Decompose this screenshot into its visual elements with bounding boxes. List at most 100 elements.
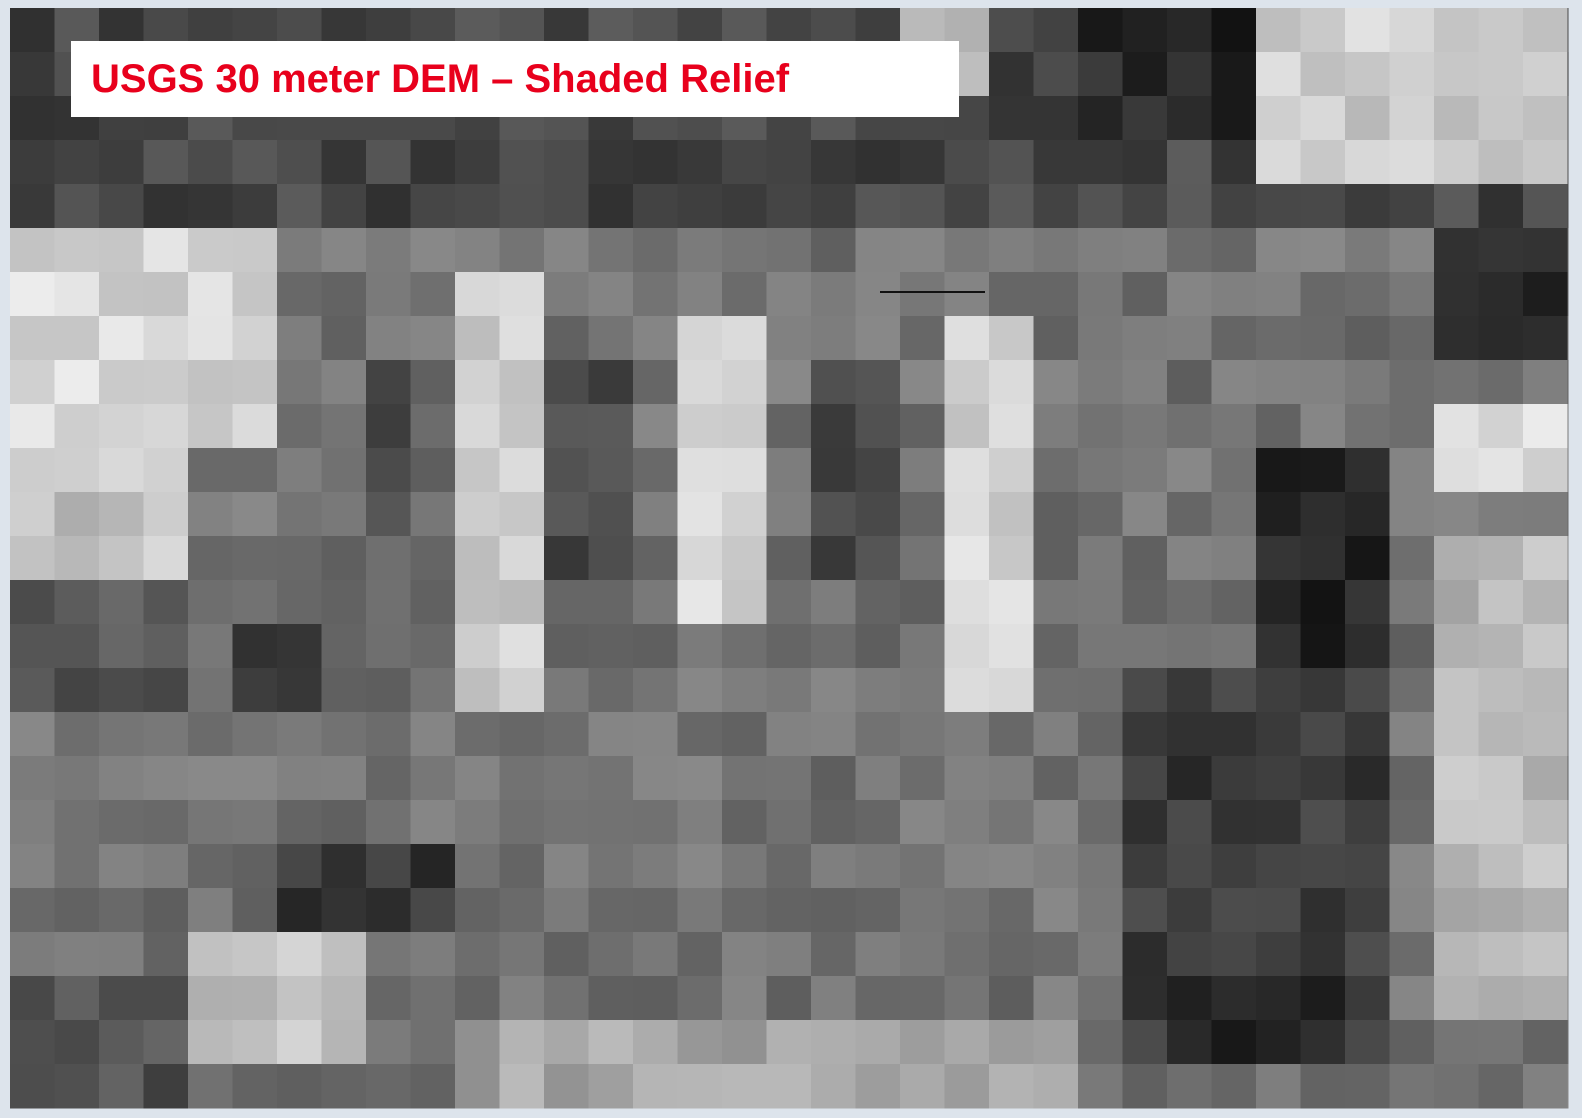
relief-cell (232, 404, 278, 449)
relief-cell (54, 756, 100, 801)
relief-cell (944, 448, 990, 493)
relief-cell (499, 360, 545, 405)
relief-cell (455, 360, 500, 405)
relief-cell (722, 712, 767, 757)
relief-cell (1211, 668, 1257, 713)
relief-cell (277, 712, 322, 757)
relief-cell (1033, 272, 1079, 317)
relief-cell (1078, 184, 1123, 229)
relief-cell (366, 932, 411, 977)
relief-cell (1478, 316, 1524, 361)
relief-cell (544, 756, 589, 801)
relief-cell (588, 976, 634, 1021)
relief-cell (1300, 184, 1346, 229)
relief-cell (989, 580, 1034, 625)
relief-cell (321, 448, 367, 493)
relief-cell (366, 800, 411, 845)
relief-cell (588, 712, 634, 757)
relief-cell (1078, 492, 1123, 537)
relief-cell (321, 184, 367, 229)
relief-cell (633, 976, 678, 1021)
relief-cell (321, 580, 367, 625)
relief-cell (188, 712, 233, 757)
relief-cell (900, 140, 945, 185)
relief-cell (54, 492, 100, 537)
relief-cell (811, 228, 856, 273)
relief-cell (10, 404, 55, 449)
relief-cell (1478, 712, 1524, 757)
relief-cell (232, 844, 278, 889)
relief-cell (1345, 272, 1390, 317)
relief-cell (1434, 184, 1479, 229)
relief-cell (1211, 1064, 1257, 1109)
relief-cell (1122, 96, 1168, 141)
relief-cell (677, 1064, 723, 1109)
relief-cell (900, 536, 945, 581)
relief-cell (722, 184, 767, 229)
relief-cell (1567, 8, 1569, 53)
relief-cell (1389, 1064, 1435, 1109)
relief-cell (499, 448, 545, 493)
relief-cell (143, 448, 189, 493)
relief-cell (277, 404, 322, 449)
relief-cell (143, 316, 189, 361)
relief-cell (1078, 316, 1123, 361)
relief-cell (989, 800, 1034, 845)
relief-cell (633, 712, 678, 757)
relief-cell (855, 888, 901, 933)
relief-cell (1122, 976, 1168, 1021)
relief-cell (1345, 668, 1390, 713)
relief-cell (277, 272, 322, 317)
relief-cell (722, 536, 767, 581)
relief-cell (1389, 448, 1435, 493)
relief-cell (811, 756, 856, 801)
relief-cell (455, 316, 500, 361)
relief-cell (277, 976, 322, 1021)
relief-cell (10, 844, 55, 889)
relief-cell (1078, 140, 1123, 185)
relief-cell (1167, 756, 1212, 801)
relief-cell (232, 888, 278, 933)
relief-cell (188, 756, 233, 801)
relief-cell (1434, 624, 1479, 669)
relief-cell (989, 140, 1034, 185)
relief-cell (766, 580, 812, 625)
relief-cell (54, 668, 100, 713)
relief-cell (1078, 712, 1123, 757)
relief-cell (766, 1064, 812, 1109)
relief-cell (766, 1020, 812, 1065)
relief-cell (1211, 756, 1257, 801)
relief-cell (944, 228, 990, 273)
relief-cell (277, 844, 322, 889)
relief-cell (1211, 52, 1257, 97)
relief-cell (989, 536, 1034, 581)
relief-cell (1122, 536, 1168, 581)
relief-cell (766, 888, 812, 933)
relief-cell (1345, 96, 1390, 141)
relief-cell (277, 580, 322, 625)
relief-cell (1211, 800, 1257, 845)
relief-cell (1567, 976, 1569, 1021)
relief-cell (1389, 668, 1435, 713)
relief-cell (855, 800, 901, 845)
relief-cell (1256, 1064, 1301, 1109)
relief-cell (1345, 1020, 1390, 1065)
relief-cell (143, 272, 189, 317)
relief-cell (1567, 360, 1569, 405)
relief-cell (1122, 448, 1168, 493)
relief-cell (10, 932, 55, 977)
relief-cell (900, 228, 945, 273)
relief-cell (1389, 580, 1435, 625)
relief-cell (677, 272, 723, 317)
relief-cell (588, 1020, 634, 1065)
relief-cell (544, 624, 589, 669)
relief-cell (410, 272, 456, 317)
relief-cell (1389, 228, 1435, 273)
relief-cell (811, 712, 856, 757)
relief-cell (232, 228, 278, 273)
relief-cell (1167, 580, 1212, 625)
relief-cell (722, 800, 767, 845)
relief-cell (1122, 756, 1168, 801)
relief-cell (1211, 228, 1257, 273)
relief-cell (1211, 888, 1257, 933)
